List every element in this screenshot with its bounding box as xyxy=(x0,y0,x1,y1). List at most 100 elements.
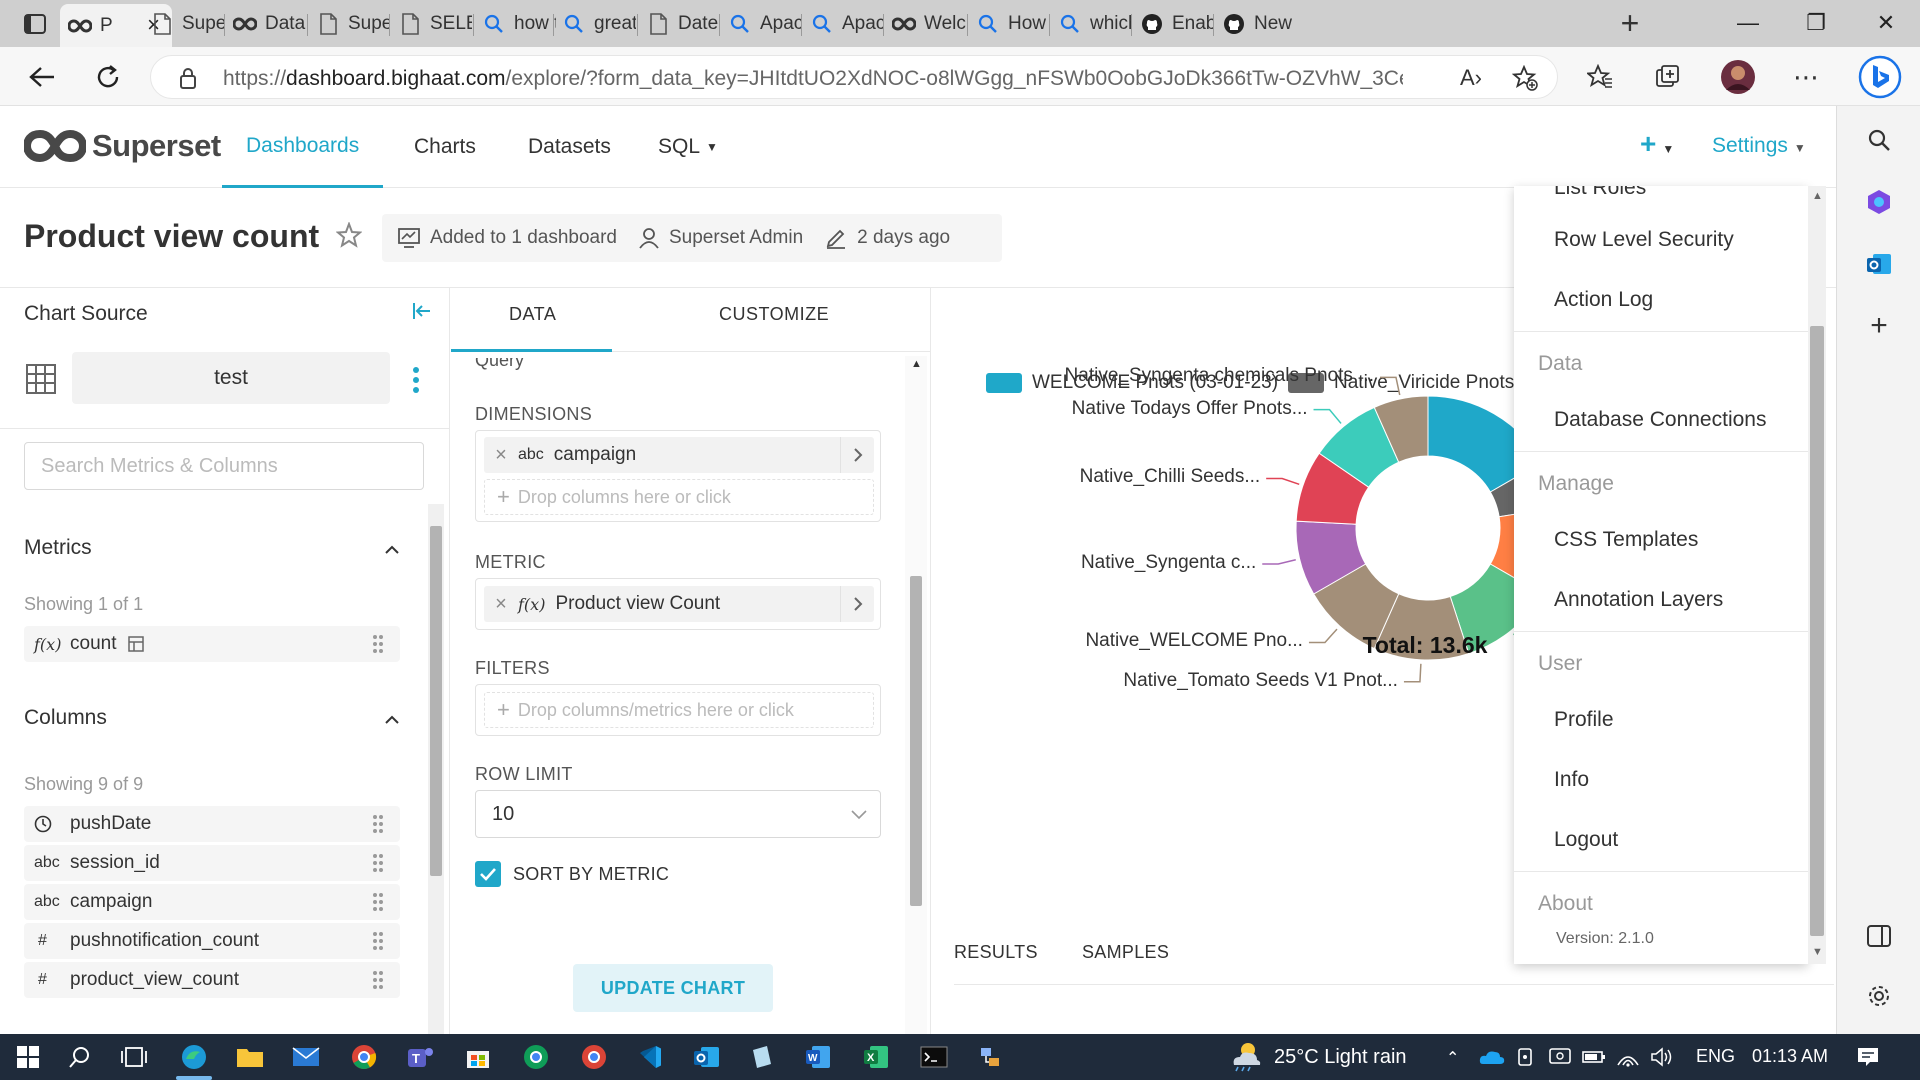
browser-tab[interactable]: How t xyxy=(968,6,1050,42)
settings-menu-button[interactable]: Settings ▼ xyxy=(1712,134,1806,158)
word-icon[interactable]: W xyxy=(802,1041,834,1073)
add-new-button[interactable]: + ▼ xyxy=(1640,128,1675,159)
metric-item[interactable]: f(x) count xyxy=(24,626,400,662)
sidebar-add-icon[interactable]: + xyxy=(1870,309,1888,342)
nav-charts[interactable]: Charts xyxy=(414,135,476,158)
drag-handle-icon[interactable] xyxy=(372,853,384,873)
chevron-up-icon[interactable] xyxy=(384,712,400,728)
scrollbar-thumb[interactable] xyxy=(910,576,922,906)
browser-tab[interactable]: Date xyxy=(638,6,720,42)
restore-button[interactable]: ❐ xyxy=(1806,10,1826,35)
menu-item-row-level-security[interactable]: Row Level Security xyxy=(1554,228,1734,251)
screen-icon[interactable] xyxy=(1544,1041,1576,1073)
superset-logo[interactable]: Superset xyxy=(24,128,221,164)
collections-icon[interactable] xyxy=(1650,59,1686,95)
menu-item-profile[interactable]: Profile xyxy=(1554,708,1614,731)
drag-handle-icon[interactable] xyxy=(372,970,384,990)
dimension-pill[interactable]: × abc campaign xyxy=(484,437,874,473)
browser-tab[interactable]: Super xyxy=(142,6,224,42)
excel-icon[interactable]: X xyxy=(860,1041,892,1073)
chevron-right-icon[interactable] xyxy=(840,586,874,622)
meet-now-icon[interactable] xyxy=(1510,1041,1542,1073)
browser-tab[interactable]: Apach xyxy=(802,6,884,42)
column-item[interactable]: abc campaign xyxy=(24,884,400,920)
update-chart-button[interactable]: UPDATE CHART xyxy=(573,964,773,1012)
dataset-name[interactable]: test xyxy=(72,352,390,404)
column-item[interactable]: # product_view_count xyxy=(24,962,400,998)
remove-icon[interactable]: × xyxy=(495,443,507,466)
chevron-right-icon[interactable] xyxy=(840,437,874,473)
browser-tab[interactable]: Super xyxy=(308,6,390,42)
filters-dropzone[interactable]: + Drop columns/metrics here or click xyxy=(484,692,874,728)
search-metrics-columns-input[interactable] xyxy=(24,442,424,490)
mail-icon[interactable] xyxy=(290,1041,322,1073)
legend-item[interactable]: Native_Viricide Pnots xyxy=(1288,372,1514,394)
volume-icon[interactable] xyxy=(1646,1041,1678,1073)
scrollbar-thumb[interactable] xyxy=(430,526,442,876)
chevron-up-icon[interactable] xyxy=(384,542,400,558)
scroll-up-arrow[interactable]: ▲ xyxy=(911,358,922,370)
browser-tab[interactable]: New I xyxy=(1214,6,1296,42)
notifications-icon[interactable] xyxy=(1852,1041,1884,1073)
menu-item-info[interactable]: Info xyxy=(1554,768,1590,791)
favorite-star-icon[interactable] xyxy=(336,222,362,248)
menu-scrollbar[interactable]: ▲ ▼ xyxy=(1808,186,1826,964)
browser-tab[interactable]: which xyxy=(1050,6,1132,42)
drag-handle-icon[interactable] xyxy=(372,634,384,654)
nav-dashboards[interactable]: Dashboards xyxy=(222,106,384,188)
tab-actions-icon[interactable] xyxy=(12,10,58,38)
language-indicator[interactable]: ENG xyxy=(1696,1046,1736,1066)
row-limit-select[interactable]: 10 xyxy=(475,790,881,838)
tab-results[interactable]: RESULTS xyxy=(954,942,1038,962)
chrome-profile-2-icon[interactable] xyxy=(578,1041,610,1073)
onedrive-icon[interactable] xyxy=(1476,1041,1508,1073)
bing-chat-icon[interactable] xyxy=(1858,55,1902,99)
legend-item[interactable]: WELCOME Pnots (03-01-23) xyxy=(986,372,1278,394)
new-tab-button[interactable]: + xyxy=(1620,5,1640,41)
menu-item-logout[interactable]: Logout xyxy=(1554,828,1619,851)
drag-handle-icon[interactable] xyxy=(372,814,384,834)
menu-item-css-templates[interactable]: CSS Templates xyxy=(1554,528,1699,551)
windows-start-icon[interactable] xyxy=(12,1041,44,1073)
clock[interactable]: 01:13 AM xyxy=(1752,1046,1829,1066)
collapse-panel-icon[interactable] xyxy=(412,302,432,320)
sidebar-panel-icon[interactable] xyxy=(1861,918,1897,954)
query-scrollbar[interactable]: ▲ xyxy=(905,356,927,1034)
sort-by-metric-checkbox[interactable] xyxy=(475,861,501,887)
show-hidden-icons[interactable]: ⌃ xyxy=(1446,1050,1460,1067)
sidebar-outlook-icon[interactable] xyxy=(1861,246,1897,282)
sort-by-metric-label[interactable]: SORT BY METRIC xyxy=(513,864,670,884)
sidebar-copilot-icon[interactable] xyxy=(1861,184,1897,220)
wifi-icon[interactable] xyxy=(1612,1041,1644,1073)
more-options-icon[interactable]: ⋯ xyxy=(1793,61,1819,92)
tab-customize[interactable]: CUSTOMIZE xyxy=(719,304,830,324)
teams-icon[interactable]: T xyxy=(404,1041,436,1073)
dataset-more-icon[interactable] xyxy=(412,366,420,394)
read-aloud-icon[interactable]: A› xyxy=(1460,65,1482,90)
left-scrollbar[interactable] xyxy=(428,504,444,1034)
drag-handle-icon[interactable] xyxy=(372,931,384,951)
scrollbar-thumb[interactable] xyxy=(1810,326,1824,936)
tab-data[interactable]: DATA xyxy=(509,304,557,324)
chrome-icon[interactable] xyxy=(348,1041,380,1073)
browser-tab[interactable]: Enabl xyxy=(1132,6,1214,42)
store-icon[interactable] xyxy=(462,1041,494,1073)
menu-item-action-log[interactable]: Action Log xyxy=(1554,288,1654,311)
tab-samples[interactable]: SAMPLES xyxy=(1082,942,1170,962)
nav-sql[interactable]: SQL ▼ xyxy=(658,106,718,188)
dimension-dropzone[interactable]: + Drop columns here or click xyxy=(484,479,874,515)
notepad-icon[interactable] xyxy=(746,1041,778,1073)
sidebar-settings-icon[interactable] xyxy=(1861,978,1897,1014)
weather-cloud-icon[interactable] xyxy=(1228,1038,1264,1074)
column-item[interactable]: # pushnotification_count xyxy=(24,923,400,959)
outlook-taskbar-icon[interactable] xyxy=(690,1041,722,1073)
column-item[interactable]: abc session_id xyxy=(24,845,400,881)
browser-tab[interactable]: Welco xyxy=(884,6,966,42)
drag-handle-icon[interactable] xyxy=(372,892,384,912)
columns-section-title[interactable]: Columns xyxy=(24,706,107,729)
nav-datasets[interactable]: Datasets xyxy=(528,135,611,158)
added-to-dashboard[interactable]: Added to 1 dashboard xyxy=(398,227,617,249)
browser-tab[interactable]: great xyxy=(554,6,636,42)
donut-slice[interactable] xyxy=(1373,395,1429,463)
close-window-button[interactable]: ✕ xyxy=(1876,10,1896,35)
